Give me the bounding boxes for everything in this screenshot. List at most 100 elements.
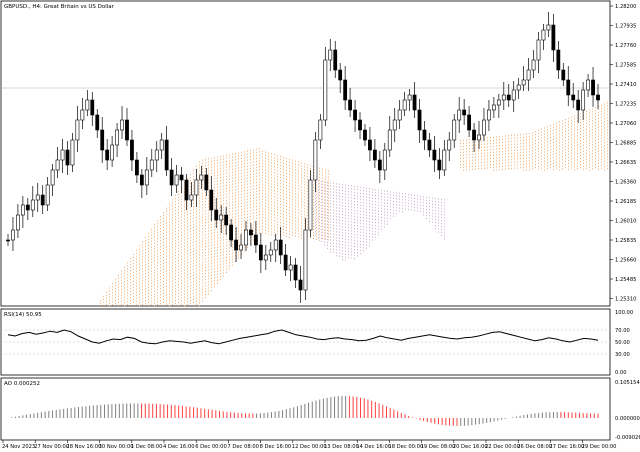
cloud-dot — [592, 129, 593, 131]
cloud-dot — [366, 187, 367, 189]
cloud-dot — [214, 166, 215, 168]
ao-tick-label: 0.105154 — [615, 380, 640, 386]
cloud-dot — [205, 255, 206, 257]
cloud-dot — [562, 129, 563, 131]
cloud-dot — [463, 163, 464, 165]
cloud-dot — [544, 130, 545, 132]
cloud-dot — [214, 277, 215, 279]
cloud-dot — [268, 173, 269, 175]
cloud-dot — [330, 206, 331, 208]
cloud-dot — [268, 185, 269, 187]
cloud-dot — [304, 169, 305, 171]
cloud-dot — [277, 158, 278, 160]
cloud-dot — [274, 193, 275, 195]
cloud-dot — [157, 277, 158, 279]
cloud-dot — [586, 149, 587, 151]
cloud-dot — [250, 219, 251, 221]
cloud-dot — [475, 162, 476, 164]
cloud-dot — [253, 149, 254, 151]
cloud-dot — [496, 157, 497, 159]
cloud-dot — [553, 165, 554, 167]
cloud-dot — [205, 174, 206, 176]
cloud-dot — [253, 155, 254, 157]
cloud-dot — [163, 244, 164, 246]
cloud-dot — [408, 193, 409, 196]
cloud-dot — [130, 303, 131, 305]
cloud-dot — [139, 290, 140, 292]
cloud-dot — [357, 189, 358, 191]
cloud-dot — [205, 210, 206, 212]
cloud-dot — [283, 159, 284, 162]
cloud-dot — [211, 256, 212, 258]
cloud-dot — [523, 136, 524, 138]
cloud-dot — [202, 222, 203, 224]
cloud-dot — [259, 220, 260, 222]
cloud-dot — [142, 262, 143, 264]
cloud-dot — [333, 248, 334, 250]
cloud-dot — [595, 134, 596, 136]
cloud-dot — [178, 190, 179, 192]
cloud-dot — [322, 177, 323, 179]
rsi-tick-label: 0.00 — [615, 370, 627, 376]
cloud-dot — [154, 266, 155, 268]
time-tick-label: 28 Nov 16:00 — [66, 444, 101, 450]
cloud-dot — [444, 220, 445, 222]
candle-body — [174, 174, 179, 186]
cloud-dot — [469, 163, 470, 165]
cloud-dot — [589, 112, 590, 114]
cloud-dot — [357, 198, 358, 200]
cloud-dot — [235, 222, 236, 224]
cloud-dot — [336, 231, 337, 233]
cloud-dot — [112, 289, 113, 291]
cloud-dot — [130, 276, 131, 278]
cloud-dot — [124, 296, 125, 298]
time-tick-label: 27 Dec 16:00 — [549, 444, 584, 450]
cloud-dot — [324, 190, 325, 192]
cloud-dot — [178, 241, 179, 243]
cloud-dot — [328, 230, 329, 232]
cloud-dot — [139, 284, 140, 286]
cloud-dot — [154, 227, 155, 229]
cloud-dot — [163, 223, 164, 225]
cloud-dot — [280, 225, 281, 227]
cloud-dot — [339, 186, 340, 188]
cloud-dot — [127, 283, 128, 285]
cloud-dot — [351, 188, 352, 190]
cloud-dot — [205, 201, 206, 203]
cloud-dot — [118, 283, 119, 285]
cloud-dot — [580, 116, 581, 118]
cloud-dot — [208, 185, 209, 187]
cloud-dot — [438, 216, 439, 218]
cloud-dot — [330, 233, 331, 235]
cloud-dot — [166, 264, 167, 266]
cloud-dot — [396, 204, 397, 206]
candle-body — [546, 24, 551, 31]
cloud-dot — [604, 130, 605, 132]
cloud-dot — [304, 181, 305, 183]
cloud-dot — [271, 183, 272, 185]
cloud-dot — [390, 209, 391, 211]
cloud-dot — [289, 182, 290, 184]
cloud-dot — [205, 273, 206, 275]
cloud-dot — [277, 161, 278, 163]
cloud-dot — [316, 229, 317, 231]
cloud-dot — [220, 279, 221, 281]
candle-body — [298, 279, 303, 291]
cloud-dot — [321, 183, 322, 186]
cloud-dot — [283, 165, 284, 168]
cloud-dot — [363, 199, 364, 201]
candle-body — [249, 229, 253, 236]
cloud-dot — [214, 286, 215, 288]
cloud-dot — [319, 173, 320, 175]
candle-body — [40, 194, 45, 206]
cloud-dot — [378, 213, 379, 215]
cloud-dot — [202, 165, 203, 167]
cloud-dot — [130, 258, 131, 260]
cloud-dot — [148, 238, 149, 240]
cloud-dot — [441, 234, 442, 237]
cloud-dot — [384, 226, 385, 228]
cloud-dot — [363, 226, 364, 228]
cloud-dot — [223, 170, 224, 172]
cloud-dot — [232, 261, 233, 263]
